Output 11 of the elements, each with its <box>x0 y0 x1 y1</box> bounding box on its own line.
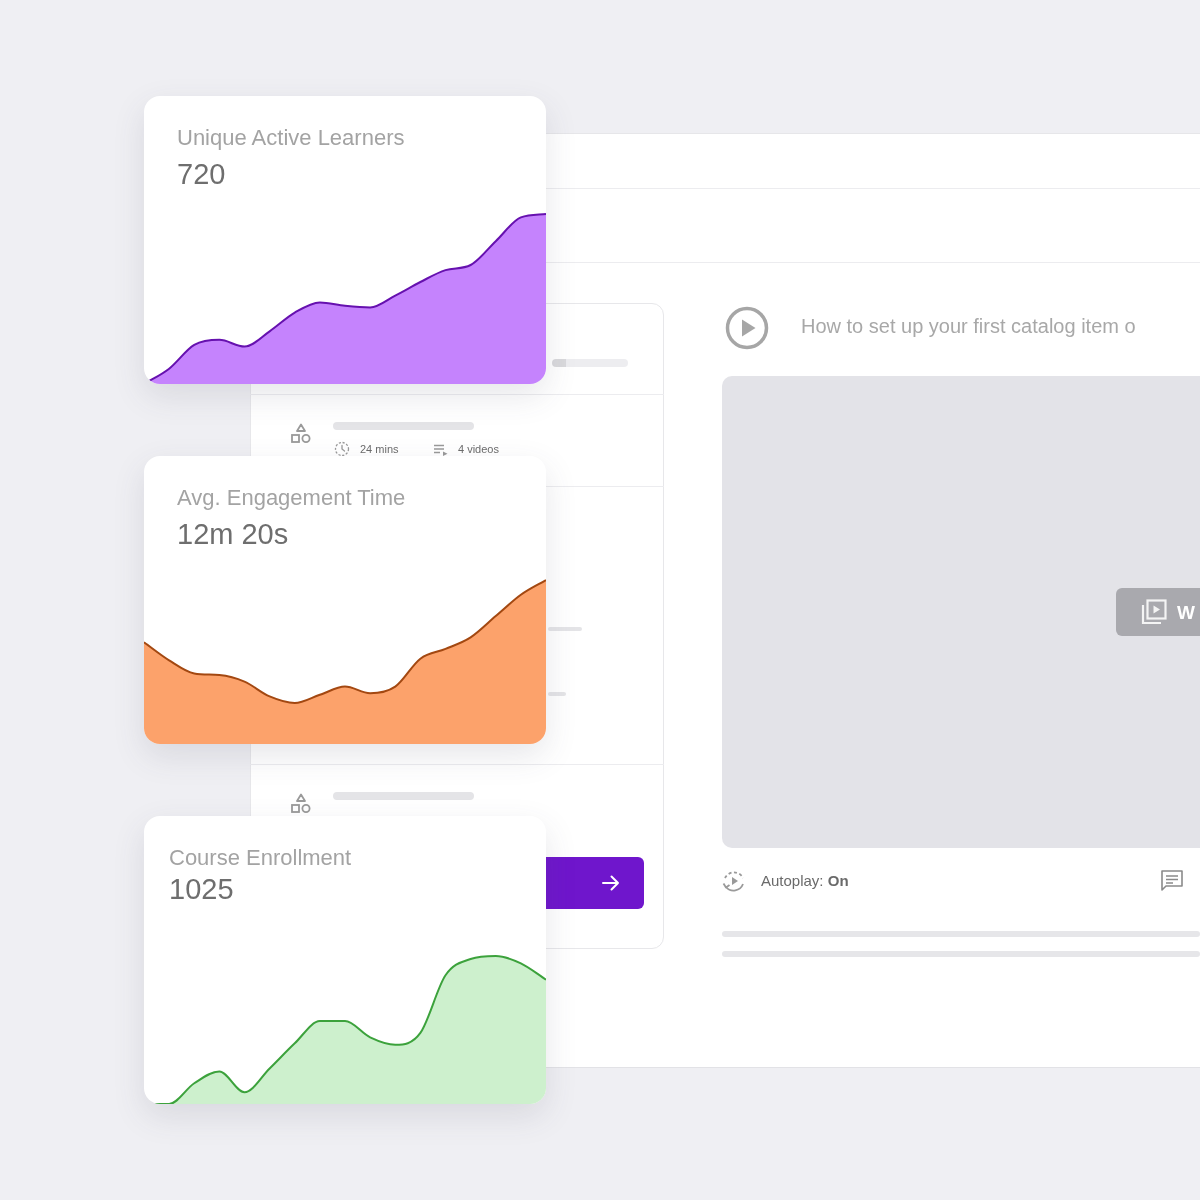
chart-subtitle: 1025 <box>169 872 234 905</box>
text: How to set up your first catalog item o <box>801 315 1136 338</box>
chart-subtitle: 12m 20s <box>177 517 289 550</box>
text: 24 mins <box>360 442 399 455</box>
chart-title: Unique Active Learners <box>177 125 405 151</box>
text: Autoplay: On <box>761 871 849 889</box>
text: W <box>1177 601 1195 623</box>
chart-subtitle: 720 <box>177 157 226 190</box>
chart-title: Avg. Engagement Time <box>177 485 406 511</box>
chart-title: Course Enrollment <box>169 845 352 871</box>
text: 4 videos <box>458 442 499 455</box>
